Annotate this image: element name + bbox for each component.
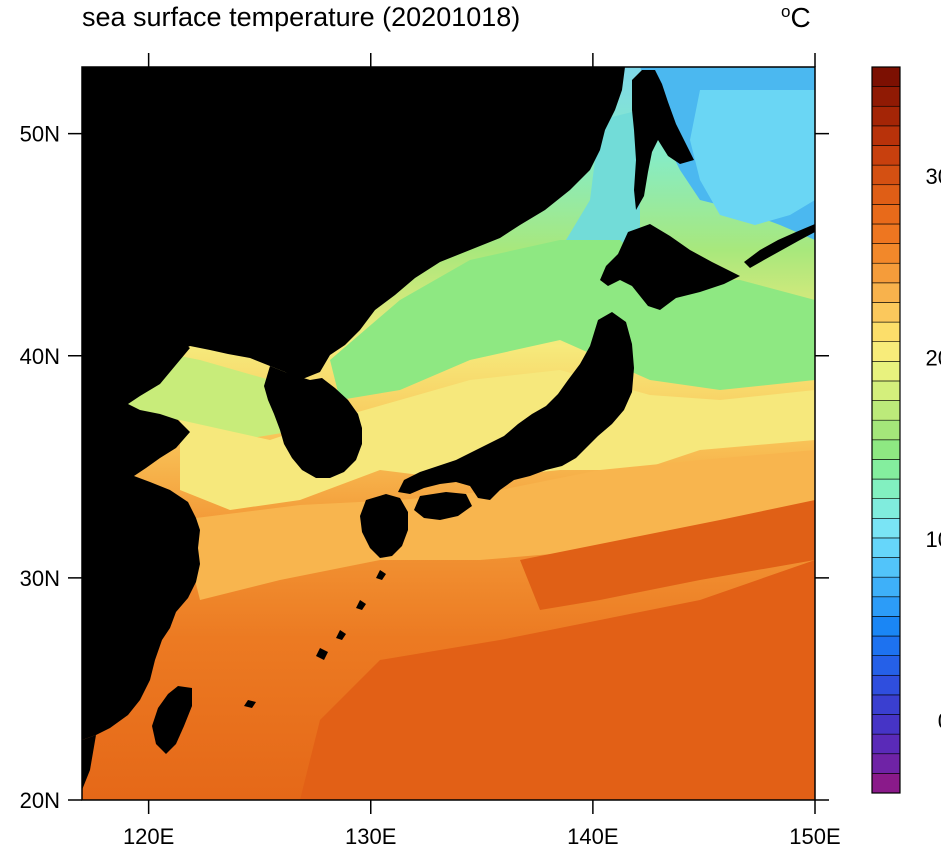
colorbar-segment <box>871 223 901 244</box>
colorbar-segment <box>871 635 901 656</box>
shikoku <box>414 492 472 520</box>
sst-band-cyan-sea-of-japan <box>560 110 640 260</box>
colorbar-segment <box>871 204 901 225</box>
colorbar-segment <box>871 655 901 676</box>
colorbar-segment <box>871 184 901 205</box>
colorbar-segment <box>871 321 901 343</box>
colorbar-segment <box>871 400 901 421</box>
colorbar-segment <box>871 537 901 558</box>
kyushu <box>360 494 408 558</box>
colorbar-segment <box>871 125 901 146</box>
korean-peninsula <box>264 366 362 478</box>
map-plot-area <box>82 67 815 800</box>
map-title: sea surface temperature (20201018) <box>82 2 521 32</box>
colorbar-frame <box>871 66 901 794</box>
lat-tick-label: 40N <box>20 344 60 369</box>
colorbar-labels: 0 10 20 30 <box>926 164 941 734</box>
colorbar-segment <box>871 674 901 696</box>
degree-mark: o <box>781 2 791 21</box>
lat-tick-label: 20N <box>20 788 60 813</box>
colorbar-segment <box>871 478 901 499</box>
colorbar-segment <box>871 361 901 382</box>
colorbar-tick-label: 30 <box>926 164 941 189</box>
colorbar-segment <box>871 753 901 774</box>
colorbar-segment <box>871 596 901 617</box>
lon-tick-label: 130E <box>345 824 396 849</box>
honshu <box>398 312 634 500</box>
colorbar-segment <box>871 302 901 323</box>
map-tick-marks <box>68 53 829 814</box>
mainland-asia <box>82 67 625 740</box>
colorbar-segment <box>871 145 901 166</box>
sst-band-light-orange <box>180 450 815 600</box>
colorbar-segment <box>871 439 901 460</box>
map-axis-labels: 120E 130E 140E 150E 20N 30N 40N 50N <box>20 122 841 849</box>
colorbar-segment <box>871 341 901 362</box>
colorbar-segment <box>871 66 901 87</box>
colorbar-segment <box>871 557 901 578</box>
colorbar-segment <box>871 86 901 107</box>
lat-tick-label: 30N <box>20 566 60 591</box>
colorbar-segment <box>871 694 901 715</box>
lat-tick-label: 50N <box>20 122 60 147</box>
sst-band-dark-orange-2 <box>520 500 815 610</box>
colorbar-segment <box>871 380 901 401</box>
taiwan <box>152 686 192 754</box>
hokkaido <box>600 224 740 310</box>
colorbar <box>871 66 901 794</box>
lon-tick-label: 120E <box>123 824 174 849</box>
colorbar-segment <box>871 243 901 264</box>
sst-band-cyan-north <box>690 90 815 225</box>
sakhalin <box>632 70 694 210</box>
colorbar-segment <box>871 498 901 519</box>
colorbar-tick-label: 20 <box>926 345 941 370</box>
colorbar-segment <box>871 616 901 637</box>
colorbar-segment <box>871 419 901 441</box>
colorbar-segment <box>871 773 901 794</box>
map-frame <box>81 66 816 801</box>
colorbar-segment <box>871 459 901 480</box>
colorbar-segment <box>871 262 901 284</box>
lon-tick-label: 150E <box>789 824 840 849</box>
colorbar-tick-label: 10 <box>926 527 941 552</box>
lon-tick-label: 140E <box>567 824 618 849</box>
kuril-islands <box>744 224 815 268</box>
sst-band-dark-orange <box>300 560 815 800</box>
colorbar-tick-label: 0 <box>938 708 941 733</box>
colorbar-units: oC <box>781 2 811 34</box>
colorbar-segment <box>871 733 901 755</box>
colorbar-segment <box>871 517 901 539</box>
colorbar-segment <box>871 714 901 735</box>
colorbar-segment <box>871 105 901 127</box>
yellow-sea-shore-detail <box>82 735 96 790</box>
colorbar-segment <box>871 282 901 303</box>
units-symbol: C <box>790 2 811 33</box>
colorbar-segment <box>871 164 901 186</box>
colorbar-segment <box>871 576 901 598</box>
